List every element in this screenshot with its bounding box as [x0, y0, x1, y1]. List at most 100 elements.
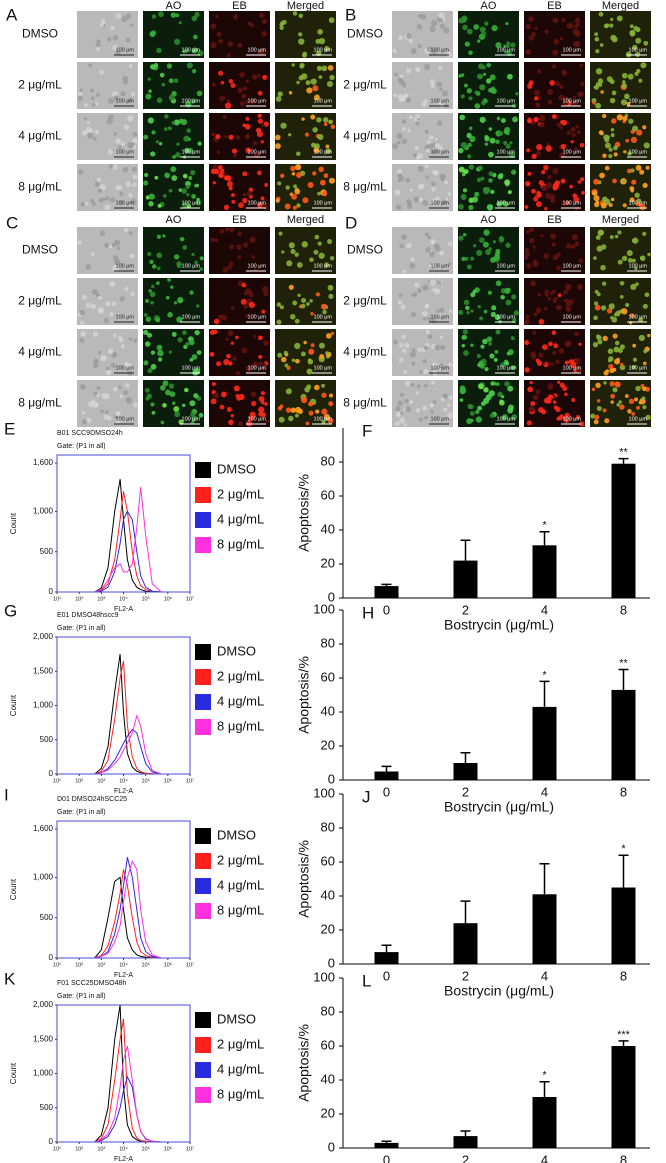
cell [261, 309, 266, 314]
cell [495, 139, 500, 145]
cell [431, 362, 438, 369]
cell [143, 134, 149, 140]
x-tick-label: 2 [462, 602, 469, 617]
cell [600, 264, 606, 271]
micrograph: 100 μm [275, 164, 336, 211]
x-tick-label: 10³ [97, 596, 105, 602]
bar [453, 560, 478, 598]
micrograph: 100 μm [209, 329, 270, 376]
cell [327, 284, 334, 291]
significance-marker: ** [619, 447, 628, 459]
cell [616, 114, 624, 121]
cell [599, 172, 605, 179]
cell [484, 142, 489, 146]
cell [100, 19, 106, 24]
scale-bar-label: 100 μm [431, 416, 450, 422]
cell [242, 171, 248, 177]
cell [643, 40, 649, 46]
scale-bar-label: 100 μm [563, 416, 582, 422]
cell [251, 74, 258, 80]
cell [130, 291, 135, 296]
cell [192, 68, 197, 74]
cell [562, 385, 568, 392]
cell [424, 63, 431, 71]
scale-bar-label: 100 μm [497, 98, 516, 104]
cell [209, 329, 216, 336]
cell [241, 93, 247, 99]
cell [558, 94, 565, 101]
cell [511, 414, 518, 420]
cell [296, 80, 300, 85]
row-label: DMSO [22, 27, 58, 41]
cell [77, 95, 84, 102]
cell [325, 148, 332, 155]
cell [555, 81, 561, 87]
legend-label: 2 μg/mL [217, 852, 264, 867]
cell [416, 384, 421, 389]
cell [634, 192, 640, 198]
cell [191, 418, 196, 423]
x-tick-label: 10⁵ [141, 777, 149, 784]
cell [321, 383, 326, 388]
cell [241, 347, 248, 354]
cell [529, 380, 533, 385]
cell [151, 411, 156, 415]
cell [246, 190, 253, 197]
cell [507, 407, 514, 414]
cell [418, 197, 424, 203]
cell [219, 95, 225, 102]
cell [617, 230, 622, 235]
cell [498, 131, 504, 137]
cell [405, 177, 411, 183]
cell [298, 13, 304, 19]
cell [329, 256, 335, 261]
cell [593, 419, 599, 425]
cell [458, 166, 465, 173]
cell [575, 124, 580, 129]
cell [540, 409, 547, 415]
micrograph: 100 μm [209, 11, 270, 58]
cell [279, 25, 284, 30]
cell [194, 183, 198, 188]
x-axis-label: FL2-A [114, 606, 133, 613]
cell [562, 71, 567, 76]
cell [125, 181, 132, 188]
cell [496, 201, 502, 207]
cell [119, 394, 124, 399]
cell [213, 164, 218, 169]
cell [170, 285, 174, 289]
cell [574, 18, 581, 24]
cell [542, 361, 546, 365]
cell [294, 342, 301, 350]
cell [594, 304, 601, 311]
bar [453, 1136, 478, 1148]
cell [314, 147, 320, 154]
scale-bar-label: 100 μm [431, 263, 450, 269]
scale-bar-label: 100 μm [182, 47, 201, 53]
cell [90, 303, 97, 310]
cell [625, 302, 630, 308]
cell [118, 200, 124, 206]
cell [77, 240, 82, 245]
cell [149, 64, 156, 70]
cell [507, 73, 513, 80]
column-header: EB [232, 214, 247, 226]
cell [560, 120, 564, 124]
significance-marker: * [621, 843, 626, 855]
micrograph: 100 μm [143, 380, 204, 427]
cell [439, 307, 445, 313]
cell [157, 357, 163, 362]
cell [478, 360, 484, 365]
cell [325, 351, 330, 356]
cell [532, 394, 539, 401]
cell [639, 204, 646, 211]
cell [184, 147, 190, 154]
micrograph: 100 μm [392, 278, 453, 325]
legend-label: 8 μg/mL [217, 718, 264, 733]
cell [556, 304, 562, 311]
cell [579, 142, 585, 148]
error-bar [460, 900, 471, 924]
cell [643, 349, 648, 354]
cell [436, 81, 443, 88]
cell [226, 181, 233, 188]
